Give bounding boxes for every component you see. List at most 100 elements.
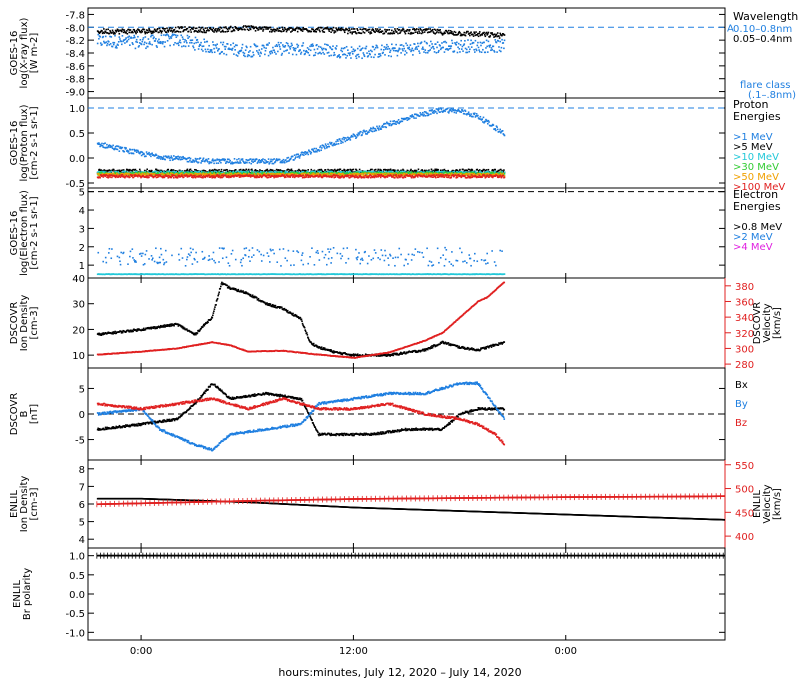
data-point <box>241 159 243 161</box>
data-point <box>105 146 108 149</box>
data-point <box>420 28 422 31</box>
data-point <box>449 32 451 34</box>
data-point <box>163 170 165 173</box>
data-point <box>216 174 218 176</box>
data-point <box>109 42 112 45</box>
data-point <box>367 28 370 31</box>
data-point <box>131 174 134 177</box>
data-point <box>152 173 155 175</box>
data-point <box>145 29 148 31</box>
data-point <box>461 45 464 48</box>
data-point <box>275 53 277 55</box>
data-point <box>233 53 235 55</box>
data-point <box>420 172 422 175</box>
data-point <box>476 34 479 36</box>
data-point <box>126 40 129 42</box>
data-point <box>181 156 183 159</box>
data-point <box>373 48 376 51</box>
data-point <box>389 122 391 125</box>
ylabel-line: GOES-16 <box>9 31 20 76</box>
data-point <box>185 40 188 42</box>
data-point <box>350 46 353 48</box>
data-point <box>493 49 495 52</box>
data-point <box>468 32 471 35</box>
data-point <box>316 44 318 46</box>
data-point <box>402 118 405 121</box>
data-point <box>107 175 110 177</box>
data-point <box>156 156 159 159</box>
data-point <box>225 27 228 30</box>
data-point <box>239 50 242 53</box>
data-point <box>246 171 249 174</box>
data-point <box>449 30 452 32</box>
data-point <box>352 31 354 33</box>
data-point <box>335 48 337 50</box>
data-point <box>264 158 266 161</box>
data-point <box>491 172 493 175</box>
data-point <box>493 36 495 38</box>
data-point <box>255 170 257 172</box>
data-point <box>218 174 220 177</box>
data-point <box>332 26 335 29</box>
data-point <box>384 122 387 125</box>
data-point <box>139 30 142 33</box>
data-point <box>414 31 417 33</box>
data-point <box>321 47 323 50</box>
data-point <box>415 28 417 31</box>
data-point <box>203 38 205 41</box>
data-point <box>156 171 159 174</box>
data-point <box>392 49 395 52</box>
data-point <box>251 55 254 58</box>
data-point <box>124 176 126 179</box>
data-point <box>249 158 252 160</box>
data-point <box>116 30 118 32</box>
data-point <box>426 31 429 34</box>
data-point <box>247 170 250 173</box>
data-point <box>103 142 105 145</box>
data-point <box>393 120 396 122</box>
data-point <box>233 170 236 172</box>
data-point <box>215 162 218 165</box>
data-point <box>306 151 309 154</box>
data-point <box>369 127 372 129</box>
data-point <box>377 56 379 58</box>
data-point <box>297 153 300 156</box>
data-point <box>203 41 206 43</box>
data-point <box>206 40 209 43</box>
data-point <box>274 161 277 163</box>
data-point <box>464 39 466 42</box>
data-point <box>264 174 266 177</box>
data-point <box>362 52 365 54</box>
data-point <box>163 29 166 32</box>
data-point <box>151 30 153 33</box>
data-point <box>378 29 380 32</box>
data-point <box>447 29 450 32</box>
data-point <box>127 150 130 152</box>
data-point <box>123 39 126 41</box>
data-point <box>360 48 363 50</box>
data-point <box>139 175 142 178</box>
data-point <box>365 170 368 173</box>
data-point <box>387 32 390 35</box>
data-point <box>318 29 321 31</box>
data-point <box>207 158 210 160</box>
data-point <box>278 169 280 172</box>
data-point <box>144 32 147 35</box>
data-point <box>302 169 305 172</box>
data-point <box>447 45 450 47</box>
data-point <box>263 46 266 49</box>
data-point <box>162 41 165 43</box>
data-point <box>134 30 136 33</box>
data-point <box>172 172 175 174</box>
data-point <box>130 174 132 176</box>
data-point <box>448 48 451 50</box>
data-point <box>190 176 193 178</box>
data-point <box>212 176 215 179</box>
data-point <box>328 30 331 32</box>
data-point <box>215 175 217 178</box>
data-point <box>371 171 374 173</box>
data-point <box>399 32 401 35</box>
data-point <box>425 169 428 172</box>
data-point <box>296 26 298 29</box>
data-point <box>166 27 168 29</box>
